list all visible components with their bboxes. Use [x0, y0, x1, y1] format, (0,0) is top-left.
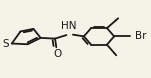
Text: HN: HN	[61, 21, 77, 31]
Text: S: S	[2, 39, 9, 49]
Text: O: O	[54, 49, 62, 59]
Text: Br: Br	[135, 31, 147, 41]
